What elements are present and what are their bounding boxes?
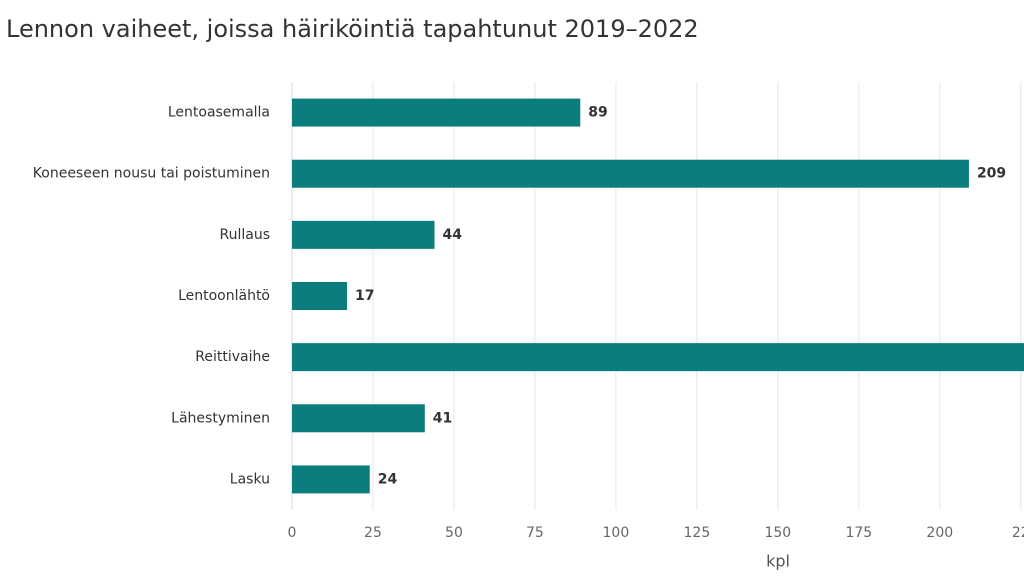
y-tick-label: Lentoasemalla xyxy=(168,105,270,121)
x-tick-label: 75 xyxy=(526,525,544,541)
bar xyxy=(292,98,581,127)
x-tick-label: 0 xyxy=(288,525,297,541)
x-tick-label: 175 xyxy=(845,525,872,541)
bar xyxy=(292,220,435,249)
y-tick-label: Reittivaihe xyxy=(195,349,270,365)
x-tick-label: 125 xyxy=(684,525,711,541)
bar xyxy=(292,404,425,433)
value-label: 17 xyxy=(355,288,374,304)
y-tick-label: Lähestyminen xyxy=(171,410,270,426)
bar xyxy=(292,159,969,188)
value-label: 89 xyxy=(588,105,607,121)
y-tick-label: Lentoonlähtö xyxy=(178,288,270,304)
chart-title: Lennon vaiheet, joissa häiriköintiä tapa… xyxy=(6,15,699,43)
value-label: 41 xyxy=(433,410,452,426)
x-tick-label: 22 xyxy=(1012,525,1024,541)
x-tick-label: 200 xyxy=(926,525,953,541)
x-axis-title: kpl xyxy=(766,552,790,571)
value-label: 209 xyxy=(977,166,1006,182)
x-tick-label: 150 xyxy=(764,525,791,541)
bar xyxy=(292,282,348,310)
y-tick-label: Lasku xyxy=(230,471,270,487)
value-label: 24 xyxy=(378,471,398,487)
x-tick-label: 100 xyxy=(603,525,630,541)
x-tick-label: 50 xyxy=(445,525,463,541)
bar xyxy=(292,465,370,494)
value-label: 44 xyxy=(443,227,463,243)
y-tick-label: Rullaus xyxy=(220,227,271,243)
y-tick-label: Koneeseen nousu tai poistuminen xyxy=(33,166,270,182)
x-tick-label: 25 xyxy=(364,525,382,541)
bar xyxy=(292,343,1024,372)
